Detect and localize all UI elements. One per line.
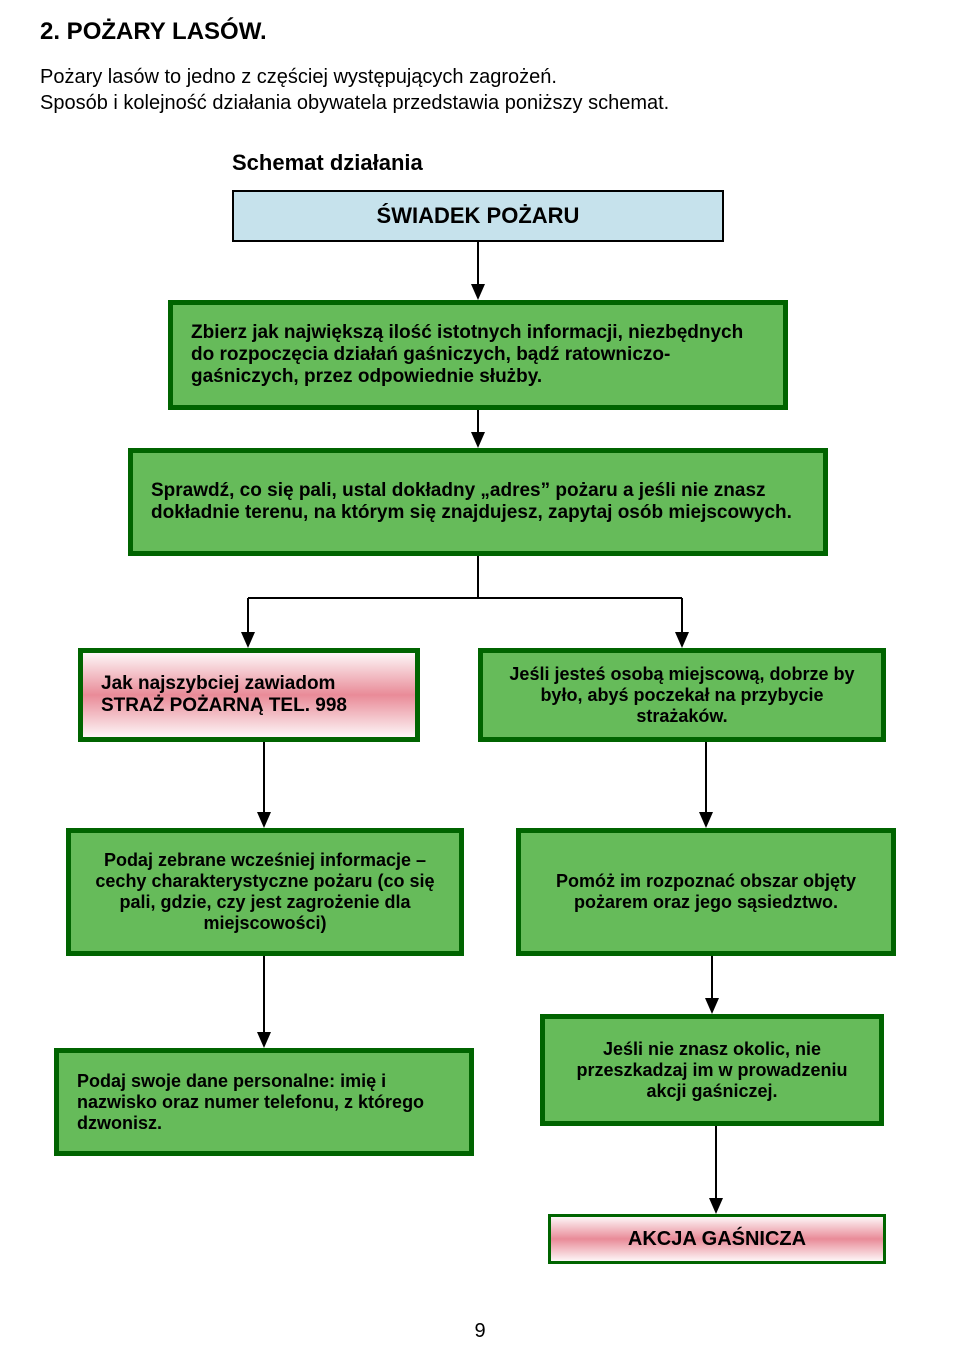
box-text: AKCJA GAŚNICZA (569, 1228, 865, 1251)
box-nie-przeszkadzaj: Jeśli nie znasz okolic, nie przeszkadzaj… (540, 1014, 884, 1126)
box-dane-personalne: Podaj swoje dane personalne: imię i nazw… (54, 1048, 474, 1156)
box-akcja-gasnicza: AKCJA GAŚNICZA (548, 1214, 886, 1264)
box-text: Podaj swoje dane personalne: imię i nazw… (77, 1071, 451, 1134)
box-zbierz-informacje: Zbierz jak największą ilość istotnych in… (168, 300, 788, 410)
box-text: Podaj zebrane wcześniej informacje – cec… (89, 850, 441, 934)
page-number: 9 (0, 1320, 960, 1343)
box-text: Jeśli jesteś osobą miejscową, dobrze by … (501, 664, 863, 727)
box-text: ŚWIADEK POŻARU (252, 203, 704, 229)
page-number-text: 9 (474, 1320, 485, 1342)
box-text: Zbierz jak największą ilość istotnych in… (191, 322, 765, 388)
box-swiadek-pozaru: ŚWIADEK POŻARU (232, 190, 724, 242)
box-pomoz-rozpoznac: Pomóż im rozpoznać obszar objęty pożarem… (516, 828, 896, 956)
box-podaj-informacje: Podaj zebrane wcześniej informacje – cec… (66, 828, 464, 956)
box-sprawdz-adres: Sprawdź, co się pali, ustal dokładny „ad… (128, 448, 828, 556)
box-text: Pomóż im rozpoznać obszar objęty pożarem… (539, 871, 873, 913)
box-text: Sprawdź, co się pali, ustal dokładny „ad… (151, 480, 805, 524)
box-text: Jak najszybciej zawiadomSTRAŻ POŻARNĄ TE… (101, 673, 397, 717)
box-text: Jeśli nie znasz okolic, nie przeszkadzaj… (563, 1039, 861, 1102)
box-zawiadom-straz: Jak najszybciej zawiadomSTRAŻ POŻARNĄ TE… (78, 648, 420, 742)
box-osoba-miejscowa: Jeśli jesteś osobą miejscową, dobrze by … (478, 648, 886, 742)
